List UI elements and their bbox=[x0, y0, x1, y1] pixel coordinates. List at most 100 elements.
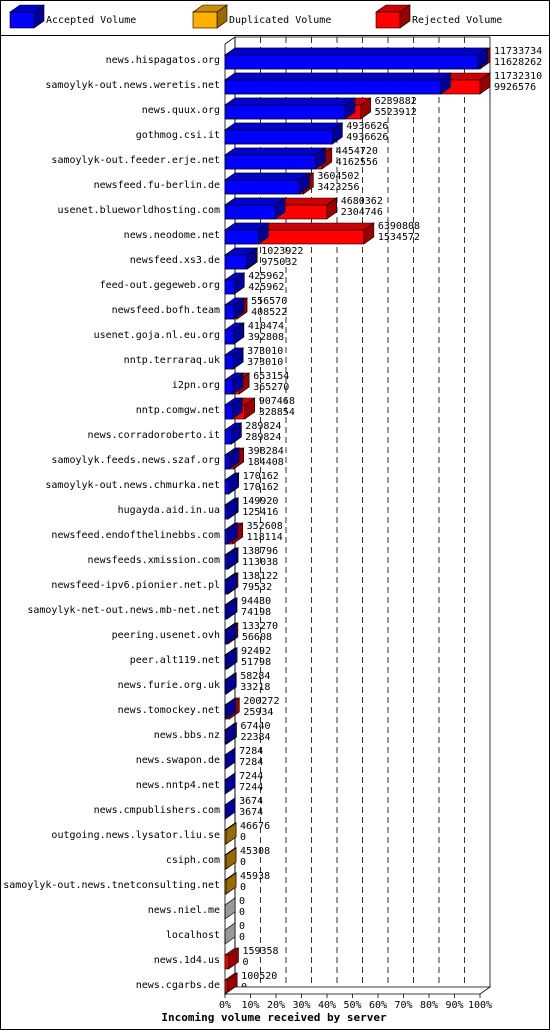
bar-row bbox=[224, 72, 491, 95]
bar-accepted bbox=[224, 647, 238, 670]
x-tick-label: 10% bbox=[241, 1000, 259, 1011]
bar-accepted bbox=[224, 572, 238, 595]
bar-row bbox=[224, 247, 259, 270]
category-label: localhost bbox=[166, 930, 220, 941]
legend-swatch bbox=[9, 4, 45, 29]
value-label-total: 7284 bbox=[239, 746, 263, 757]
value-label-total: 1023922 bbox=[261, 246, 303, 257]
bar-row bbox=[224, 922, 236, 945]
value-label-total: 67440 bbox=[240, 721, 270, 732]
value-label-total: 352608 bbox=[247, 521, 283, 532]
bar-accepted bbox=[224, 522, 239, 545]
category-label: news.corradoroberto.it bbox=[88, 430, 220, 441]
x-tick-label: 30% bbox=[292, 1000, 310, 1011]
value-label-total: 3674 bbox=[239, 796, 263, 807]
legend-swatch bbox=[375, 4, 411, 29]
bar-empty bbox=[224, 897, 236, 920]
value-label-accepted: 118114 bbox=[247, 532, 283, 543]
bar-row bbox=[224, 947, 240, 970]
bar-accepted bbox=[224, 122, 344, 145]
bar-accepted bbox=[224, 722, 237, 745]
value-label-total: 138796 bbox=[242, 546, 278, 557]
value-label-total: 45308 bbox=[240, 846, 270, 857]
legend-item: Duplicated Volume bbox=[192, 4, 331, 29]
value-label-accepted: 22384 bbox=[240, 732, 270, 743]
value-label-accepted: 373010 bbox=[247, 357, 283, 368]
value-label-accepted: 1534572 bbox=[378, 232, 420, 243]
x-tick-label: 40% bbox=[318, 1000, 336, 1011]
value-label-accepted: 51798 bbox=[241, 657, 271, 668]
value-label-accepted: 25934 bbox=[243, 707, 273, 718]
bar-row bbox=[224, 222, 375, 245]
category-label: news.niel.me bbox=[148, 905, 220, 916]
value-label-total: 46676 bbox=[240, 821, 270, 832]
category-label: newsfeed.endofthelinebbs.com bbox=[51, 530, 220, 541]
category-label: news.1d4.us bbox=[154, 955, 220, 966]
bar-accepted bbox=[224, 347, 245, 370]
bar-row bbox=[224, 197, 338, 220]
value-label-accepted: 5523912 bbox=[375, 107, 417, 118]
bar-accepted bbox=[224, 497, 239, 520]
bar-row bbox=[224, 322, 245, 345]
bar-row bbox=[224, 772, 237, 795]
bar-row bbox=[224, 347, 245, 370]
bar-row bbox=[224, 122, 344, 145]
value-labels: 1173373411628262117323109926576623988255… bbox=[239, 46, 542, 993]
bar-duplicated bbox=[224, 822, 237, 845]
value-label-accepted: 0 bbox=[240, 857, 246, 868]
value-label-accepted: 0 bbox=[240, 832, 246, 843]
bar-row bbox=[224, 297, 249, 320]
x-tick-label: 100% bbox=[468, 1000, 492, 1011]
value-label-accepted: 289824 bbox=[245, 432, 281, 443]
x-tick-label: 60% bbox=[369, 1000, 387, 1011]
category-label: nntp.comgw.net bbox=[136, 405, 220, 416]
bar-row bbox=[224, 522, 244, 545]
category-label: i2pn.org bbox=[172, 380, 220, 391]
category-label: peering.usenet.ovh bbox=[112, 630, 220, 641]
bar-row bbox=[224, 697, 241, 720]
bar-row bbox=[224, 872, 237, 895]
legend-label: Duplicated Volume bbox=[229, 15, 331, 26]
bar-row bbox=[224, 797, 237, 820]
value-label-accepted: 4936626 bbox=[346, 132, 388, 143]
x-tick-label: 0% bbox=[219, 1000, 231, 1011]
value-label-accepted: 79532 bbox=[242, 582, 272, 593]
bar-row bbox=[224, 97, 372, 120]
value-label-accepted: 7244 bbox=[239, 782, 263, 793]
bar-accepted bbox=[224, 47, 489, 70]
value-label-accepted: 74198 bbox=[241, 607, 271, 618]
value-label-accepted: 3423256 bbox=[317, 182, 359, 193]
bar-row bbox=[224, 372, 251, 395]
value-label-total: 0 bbox=[239, 921, 245, 932]
value-label-accepted: 328854 bbox=[259, 407, 295, 418]
category-label: hugayda.aid.in.ua bbox=[118, 505, 220, 516]
category-label: samoylyk-out.feeder.erje.net bbox=[51, 155, 220, 166]
bar-row bbox=[224, 272, 246, 295]
bar-row bbox=[224, 422, 243, 445]
value-label-total: 138122 bbox=[242, 571, 278, 582]
category-label: newsfeed-ipv6.pionier.net.pl bbox=[51, 580, 220, 591]
category-label: feed-out.gegeweb.org bbox=[100, 280, 220, 291]
bar-accepted bbox=[224, 97, 356, 120]
value-label-total: 92492 bbox=[241, 646, 271, 657]
bar-accepted bbox=[224, 747, 237, 770]
floor bbox=[223, 986, 492, 995]
value-label-total: 159358 bbox=[242, 946, 278, 957]
value-label-accepted: 113038 bbox=[242, 557, 278, 568]
bar-row bbox=[224, 847, 237, 870]
category-label: outgoing.news.lysator.liu.se bbox=[51, 830, 220, 841]
category-label: newsfeeds.xmission.com bbox=[88, 555, 220, 566]
legend-item: Accepted Volume bbox=[9, 4, 136, 29]
value-label-total: 410474 bbox=[248, 321, 284, 332]
bar-row bbox=[224, 147, 333, 170]
category-label: news.bbs.nz bbox=[154, 730, 220, 741]
value-label-total: 556570 bbox=[251, 296, 287, 307]
bars bbox=[224, 47, 491, 995]
value-label-accepted: 0 bbox=[239, 932, 245, 943]
bar-accepted bbox=[224, 322, 245, 345]
value-label-total: 6239882 bbox=[375, 96, 417, 107]
value-label-accepted: 9926576 bbox=[494, 82, 536, 93]
value-label-accepted: 170162 bbox=[243, 482, 279, 493]
